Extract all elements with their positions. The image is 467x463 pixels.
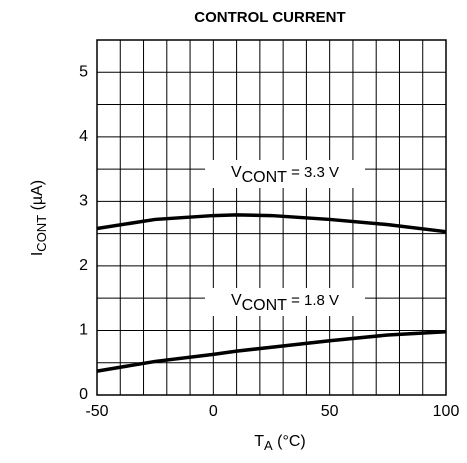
x-label-after: (°C) [273,433,306,450]
x-tick-label: -50 [85,403,108,420]
series-line [96,213,447,234]
series-label-after: = 1.8 V [287,292,339,309]
series-label-sub: CONT [242,169,288,186]
y-tick-label: 0 [79,386,88,403]
y-tick-label: 4 [79,128,88,145]
x-label-sub: A [264,438,273,453]
y-tick-label: 1 [79,322,88,339]
series-label-sub: CONT [242,297,288,314]
plot-frame [96,39,447,396]
y-tick-label: 3 [79,193,88,210]
x-tick-label: 0 [209,403,218,420]
x-label-main: T [254,433,264,450]
y-label-main: I [29,252,46,256]
y-tick-label: 5 [79,63,88,80]
y-axis-label: ICONT (µA) [29,180,49,256]
x-tick-label: 50 [321,403,339,420]
series-label-bg [205,160,365,188]
x-tick-label: 100 [433,403,460,420]
series-label-main: V [231,292,242,309]
series-label-main: V [231,164,242,181]
series-line [96,329,447,373]
x-axis-label: TA (°C) [254,433,306,453]
series-label: VCONT = 1.8 V [231,292,339,314]
chart-title: CONTROL CURRENT [194,9,345,26]
y-label-after: (µA) [29,180,46,215]
y-label-sub: CONT [34,215,49,252]
series-label-after: = 3.3 V [287,164,339,181]
series-label: VCONT = 3.3 V [231,164,339,186]
y-tick-label: 2 [79,257,88,274]
series-label-bg [205,288,365,316]
